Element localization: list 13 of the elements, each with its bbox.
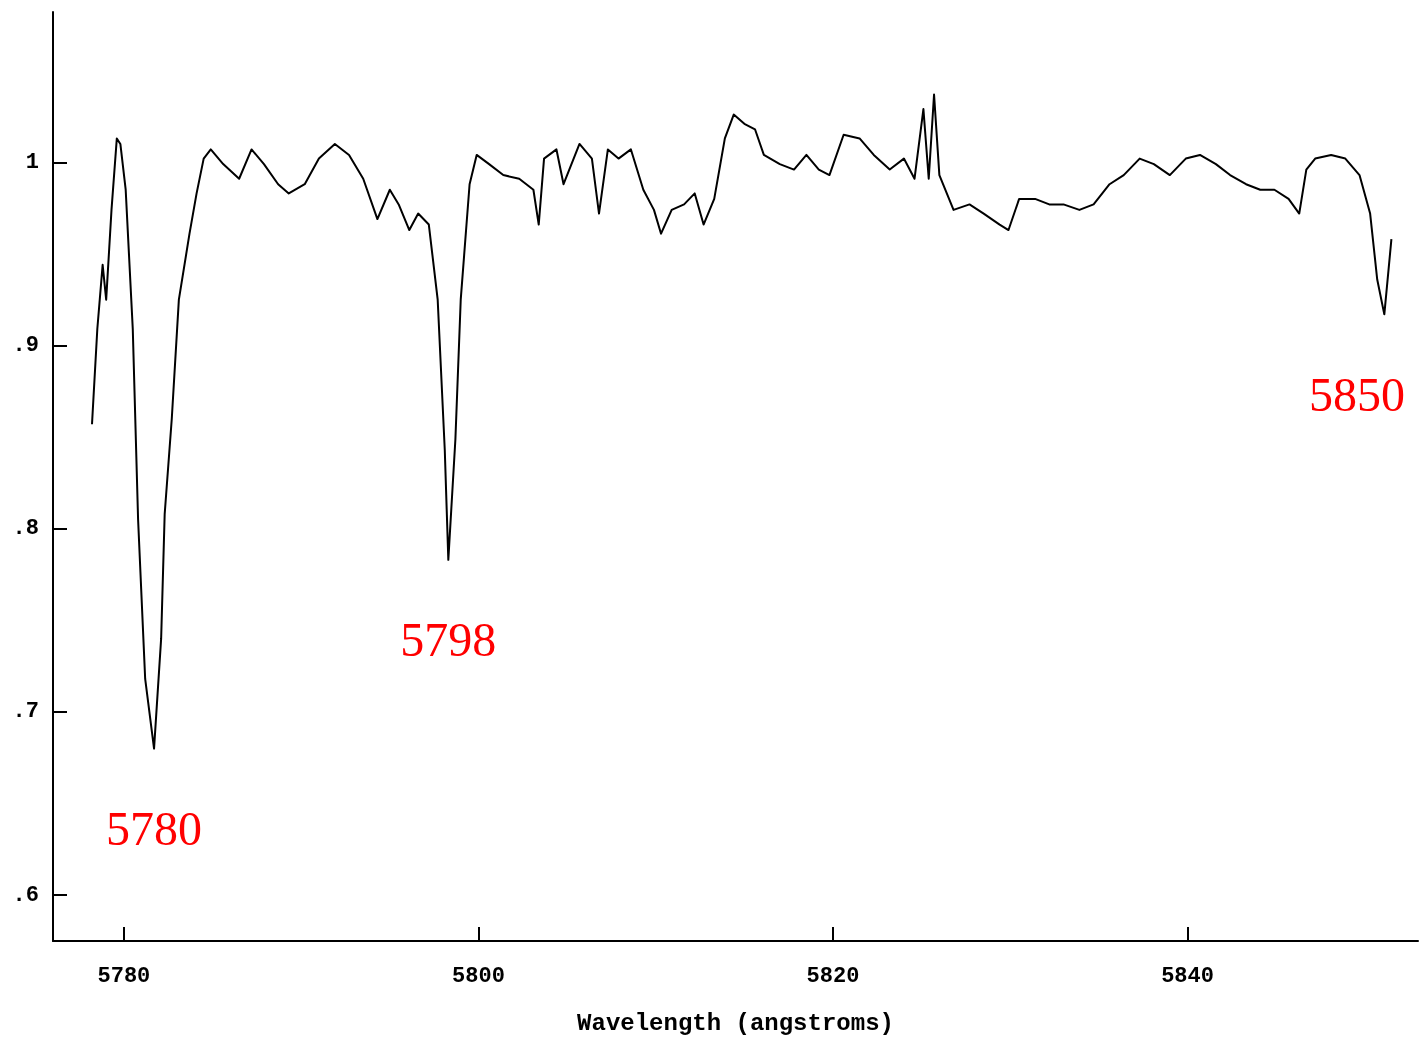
- y-tick-label: .9: [12, 332, 39, 358]
- annotation: 5780: [106, 802, 203, 856]
- x-tick-label: 5780: [97, 963, 151, 989]
- x-tick-label: 5800: [452, 963, 505, 989]
- x-tick-label: 5820: [806, 963, 860, 989]
- y-tick-label: .8: [12, 516, 39, 542]
- y-tick-label: .6: [12, 882, 39, 908]
- y-tick-label: .7: [12, 699, 39, 725]
- annotation: 5850: [1309, 367, 1405, 421]
- x-tick-label: 5840: [1161, 963, 1214, 989]
- y-tick-label: 1: [25, 149, 39, 175]
- annotation: 5798: [400, 613, 497, 667]
- x-axis-title: Wavelength (angstroms): [577, 1009, 894, 1037]
